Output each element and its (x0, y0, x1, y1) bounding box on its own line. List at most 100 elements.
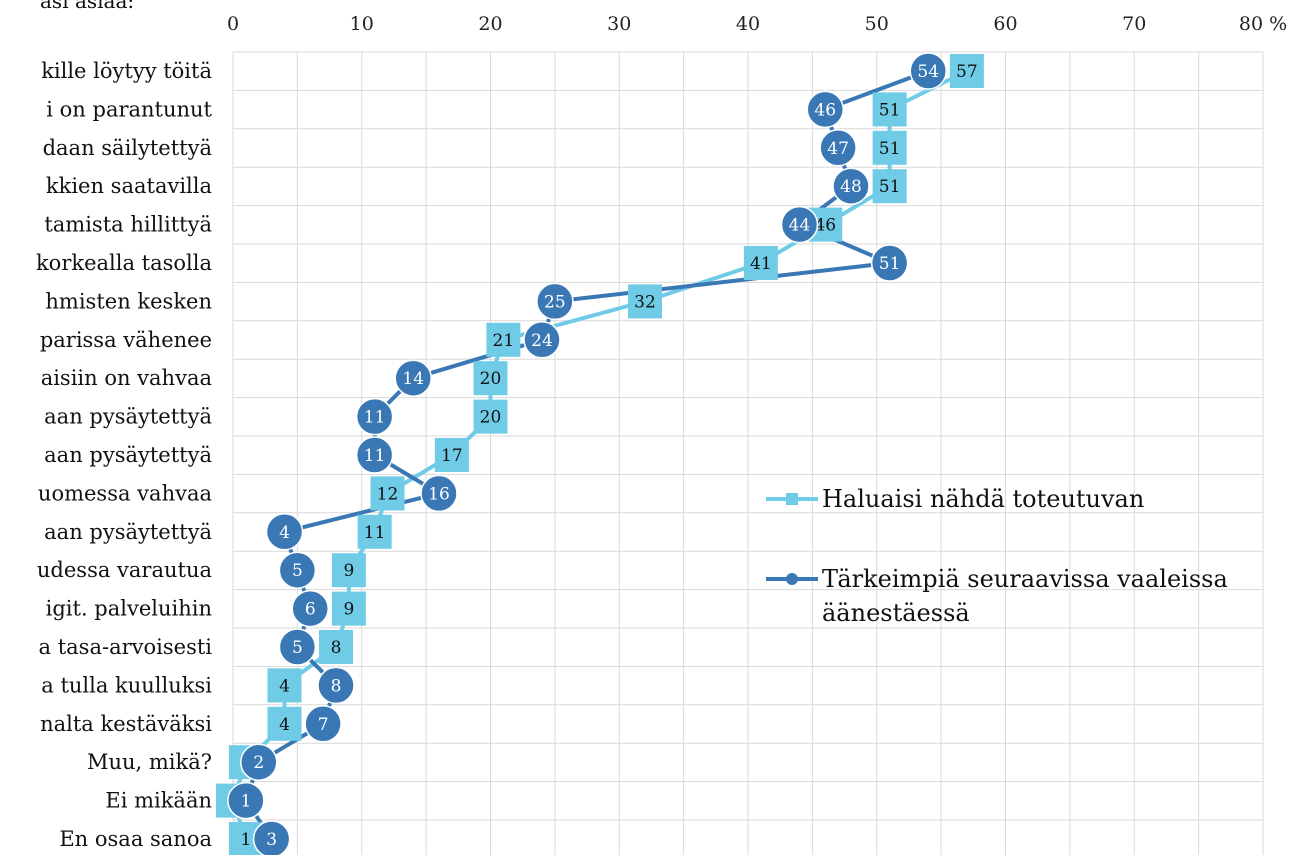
category-label: aan pysäytettyä (44, 443, 212, 467)
data-label-tarkeimpia: 16 (428, 484, 450, 504)
x-tick-label: 50 (865, 13, 889, 35)
marker-circle-tarkeimpia (278, 628, 317, 666)
data-label-haluaisi: 57 (956, 62, 978, 82)
marker-circle-tarkeimpia (227, 781, 265, 820)
data-label-tarkeimpia: 2 (253, 753, 264, 773)
x-tick-label: 80 % (1239, 13, 1287, 35)
marker-circle-tarkeimpia (394, 359, 432, 397)
data-label-tarkeimpia: 11 (364, 446, 386, 466)
legend-label-tarkeimpia-line2: äänestäessä (822, 599, 970, 627)
category-label: kille löytyy töitä (41, 59, 212, 83)
data-label-tarkeimpia: 8 (331, 676, 342, 696)
data-label-tarkeimpia: 48 (840, 177, 862, 197)
data-label-haluaisi: 11 (364, 523, 386, 543)
chart-title: asi asiaa: (40, 0, 134, 13)
marker-circle-tarkeimpia (265, 513, 304, 551)
marker-circle-tarkeimpia (291, 589, 329, 628)
category-label: aan pysäytettyä (44, 405, 212, 429)
marker-square-haluaisi (628, 284, 662, 319)
x-tick-label: 60 (993, 13, 1017, 35)
legend-marker-haluaisi (786, 493, 798, 505)
data-label-haluaisi: 41 (750, 254, 772, 274)
series-line-tarkeimpia (243, 69, 929, 841)
data-label-haluaisi: 20 (480, 369, 502, 389)
data-label-haluaisi: 51 (879, 139, 901, 159)
category-label: korkealla tasolla (36, 251, 212, 275)
category-label: Ei mikään (105, 789, 212, 813)
marker-square-haluaisi (486, 322, 521, 357)
data-label-haluaisi: 21 (493, 331, 515, 351)
marker-circle-tarkeimpia (819, 129, 857, 167)
x-tick-label: 0 (227, 13, 239, 35)
marker-circle-tarkeimpia (355, 397, 394, 436)
data-label-haluaisi: 4 (279, 676, 290, 696)
marker-circle-tarkeimpia (355, 436, 394, 474)
category-label: tamista hillittyä (44, 213, 212, 237)
legend-marker-tarkeimpia (786, 573, 798, 585)
marker-circle-tarkeimpia (536, 282, 574, 321)
category-label: i on parantunut (46, 97, 212, 121)
data-label-tarkeimpia: 44 (789, 216, 811, 236)
data-label-haluaisi: 32 (634, 292, 656, 312)
data-label-haluaisi: 20 (480, 408, 502, 428)
marker-square-haluaisi (267, 668, 302, 703)
marker-square-haluaisi (357, 514, 392, 549)
marker-square-haluaisi (331, 553, 366, 588)
marker-circle-tarkeimpia (420, 474, 458, 513)
data-label-haluaisi: 4 (279, 715, 290, 735)
marker-square-haluaisi (473, 399, 508, 434)
data-label-tarkeimpia: 11 (364, 408, 386, 428)
marker-square-haluaisi (331, 591, 366, 626)
category-label: a tasa-arvoisesti (39, 635, 213, 659)
data-label-haluaisi: 9 (343, 561, 354, 581)
x-tick-label: 20 (478, 13, 502, 35)
category-label: En osaa sanoa (59, 827, 212, 851)
x-tick-label: 70 (1122, 13, 1146, 35)
category-label: udessa varautua (37, 558, 212, 582)
category-label: uomessa vahvaa (38, 481, 212, 505)
data-label-haluaisi: 46 (814, 216, 836, 236)
category-label: aan pysäytettyä (44, 520, 212, 544)
category-label: kkien saatavilla (46, 174, 212, 198)
category-label: daan säilytettyä (43, 136, 212, 160)
marker-circle-tarkeimpia (278, 551, 317, 589)
marker-square-haluaisi (434, 438, 469, 472)
legend-label-tarkeimpia-line1: Tärkeimpiä seuraavissa vaaleissa (822, 565, 1228, 593)
data-label-tarkeimpia: 47 (827, 139, 849, 159)
data-label-tarkeimpia: 6 (305, 600, 316, 620)
data-label-haluaisi: 51 (879, 177, 901, 197)
data-label-haluaisi: 1 (240, 830, 251, 850)
data-label-tarkeimpia: 25 (544, 292, 566, 312)
marker-circle-tarkeimpia (523, 321, 561, 359)
x-tick-label: 10 (350, 13, 374, 35)
category-label: hmisten kesken (45, 289, 212, 313)
category-label: igit. palveluihin (46, 597, 212, 621)
marker-square-haluaisi (319, 630, 353, 664)
data-label-tarkeimpia: 3 (266, 830, 277, 850)
marker-square-haluaisi (872, 169, 907, 204)
data-label-haluaisi: 51 (879, 100, 901, 120)
category-label: parissa vähenee (40, 328, 212, 352)
marker-circle-tarkeimpia (806, 90, 844, 129)
marker-square-haluaisi (872, 130, 907, 165)
data-label-tarkeimpia: 5 (292, 561, 303, 581)
marker-circle-tarkeimpia (780, 205, 819, 244)
x-tick-label: 30 (607, 13, 631, 35)
x-tick-label: 40 (736, 13, 760, 35)
marker-square-haluaisi (473, 361, 508, 396)
category-label: Muu, mikä? (87, 750, 212, 774)
data-label-tarkeimpia: 24 (531, 331, 553, 351)
category-label: aisiin on vahvaa (41, 366, 212, 390)
marker-circle-tarkeimpia (832, 167, 870, 205)
data-label-tarkeimpia: 1 (240, 792, 251, 812)
category-label: nalta kestäväksi (40, 712, 212, 736)
data-label-tarkeimpia: 46 (814, 100, 836, 120)
data-label-tarkeimpia: 54 (917, 62, 939, 82)
marker-square-haluaisi (872, 92, 907, 127)
data-label-haluaisi: 8 (331, 638, 342, 658)
marker-circle-tarkeimpia (240, 743, 278, 781)
marker-square-haluaisi (743, 246, 778, 280)
data-label-tarkeimpia: 7 (318, 715, 329, 735)
